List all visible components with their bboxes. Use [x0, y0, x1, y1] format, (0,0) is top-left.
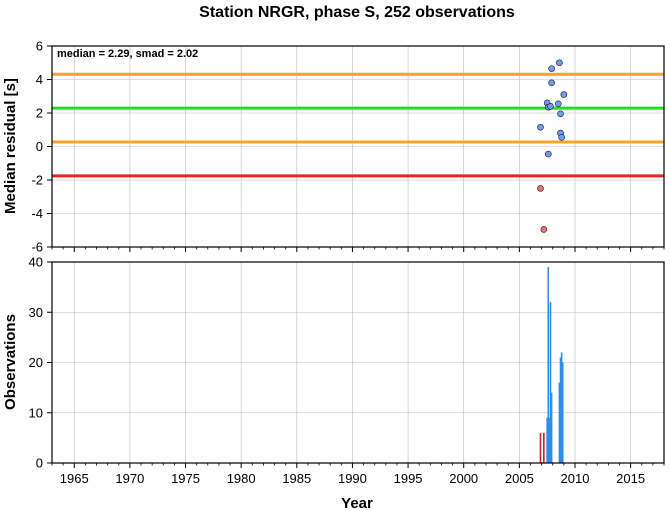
chart-title: Station NRGR, phase S, 252 observations [199, 4, 515, 21]
observations-x-tick-label: 2015 [616, 471, 645, 486]
observations-y-tick-label: 0 [36, 456, 43, 471]
observations-x-tick-label: 2005 [505, 471, 534, 486]
residual-y-tick-label: -2 [31, 173, 43, 188]
residual-reference-lines [52, 72, 664, 178]
observations-grid [52, 261, 664, 464]
observations-x-ticks: 1965 1970 1975 1980 1985 1990 1995 2000 2005 2010… [51, 463, 665, 486]
residual-point [547, 103, 554, 110]
residual-point-outlier [537, 185, 544, 192]
observations-y-tick-label: 20 [29, 355, 43, 370]
observations-y-tick-label: 10 [29, 405, 43, 420]
observations-x-tick-label: 1990 [338, 471, 367, 486]
observation-bar [547, 267, 550, 463]
observations-y-axis-label: Observations [2, 314, 19, 410]
observation-bar [561, 362, 564, 463]
residual-point [554, 100, 562, 108]
observation-bar [548, 417, 551, 463]
observations-x-tick-label: 1995 [394, 471, 423, 486]
observation-bar-outlier [539, 432, 542, 463]
residual-panel: -6 -4 -2 0 2 4 6 median = 2.29, smad = 2.02 Me… [2, 39, 665, 255]
observations-x-tick-label: 1965 [60, 471, 89, 486]
residual-point [557, 110, 564, 118]
residual-points [537, 59, 568, 233]
observation-bar-outlier [543, 432, 545, 463]
x-axis-label: Year [341, 495, 373, 511]
observations-y-ticks: 0 10 20 30 40 [29, 255, 52, 471]
residual-point [537, 123, 544, 131]
residual-x-ticks [51, 247, 665, 252]
observations-x-tick-label: 1970 [115, 471, 144, 486]
residual-point [548, 79, 555, 87]
observations-x-tick-label: 2000 [449, 471, 478, 486]
residual-point [544, 150, 552, 158]
observation-bar [546, 417, 548, 463]
observations-x-tick-label: 1985 [282, 471, 311, 486]
observations-x-tick-label: 2010 [561, 471, 590, 486]
residual-y-axis-label: Median residual [s] [2, 78, 19, 214]
observation-bar [560, 352, 563, 463]
observation-bar [559, 357, 562, 463]
residual-y-tick-label: 4 [36, 72, 43, 87]
median-smad-annotation: median = 2.29, smad = 2.02 [57, 48, 198, 60]
observations-x-tick-label: 1980 [227, 471, 256, 486]
residual-y-tick-label: 6 [36, 39, 43, 54]
residual-point [558, 133, 565, 141]
observation-bar [549, 302, 552, 463]
observations-x-tick-label: 1975 [171, 471, 200, 486]
residual-y-tick-label: 2 [36, 106, 43, 121]
observation-bar [558, 382, 561, 463]
residual-point [560, 91, 568, 98]
observations-bars [539, 267, 564, 463]
observation-bar [550, 392, 553, 463]
residual-point-outlier [540, 226, 548, 233]
residual-y-ticks: -6 -4 -2 0 2 4 6 [31, 39, 52, 255]
observations-panel: 0 10 20 30 40 1965 1970 1975 1980 1985 1990 1995 20… [2, 255, 665, 486]
residual-y-tick-label: 0 [36, 139, 43, 154]
residual-point [548, 65, 555, 72]
observations-y-tick-label: 30 [29, 305, 43, 320]
residual-y-tick-label: -6 [31, 240, 43, 255]
observations-y-tick-label: 40 [29, 255, 43, 270]
residual-grid [52, 45, 664, 248]
residual-point [556, 59, 563, 67]
residual-y-tick-label: -4 [31, 206, 43, 221]
